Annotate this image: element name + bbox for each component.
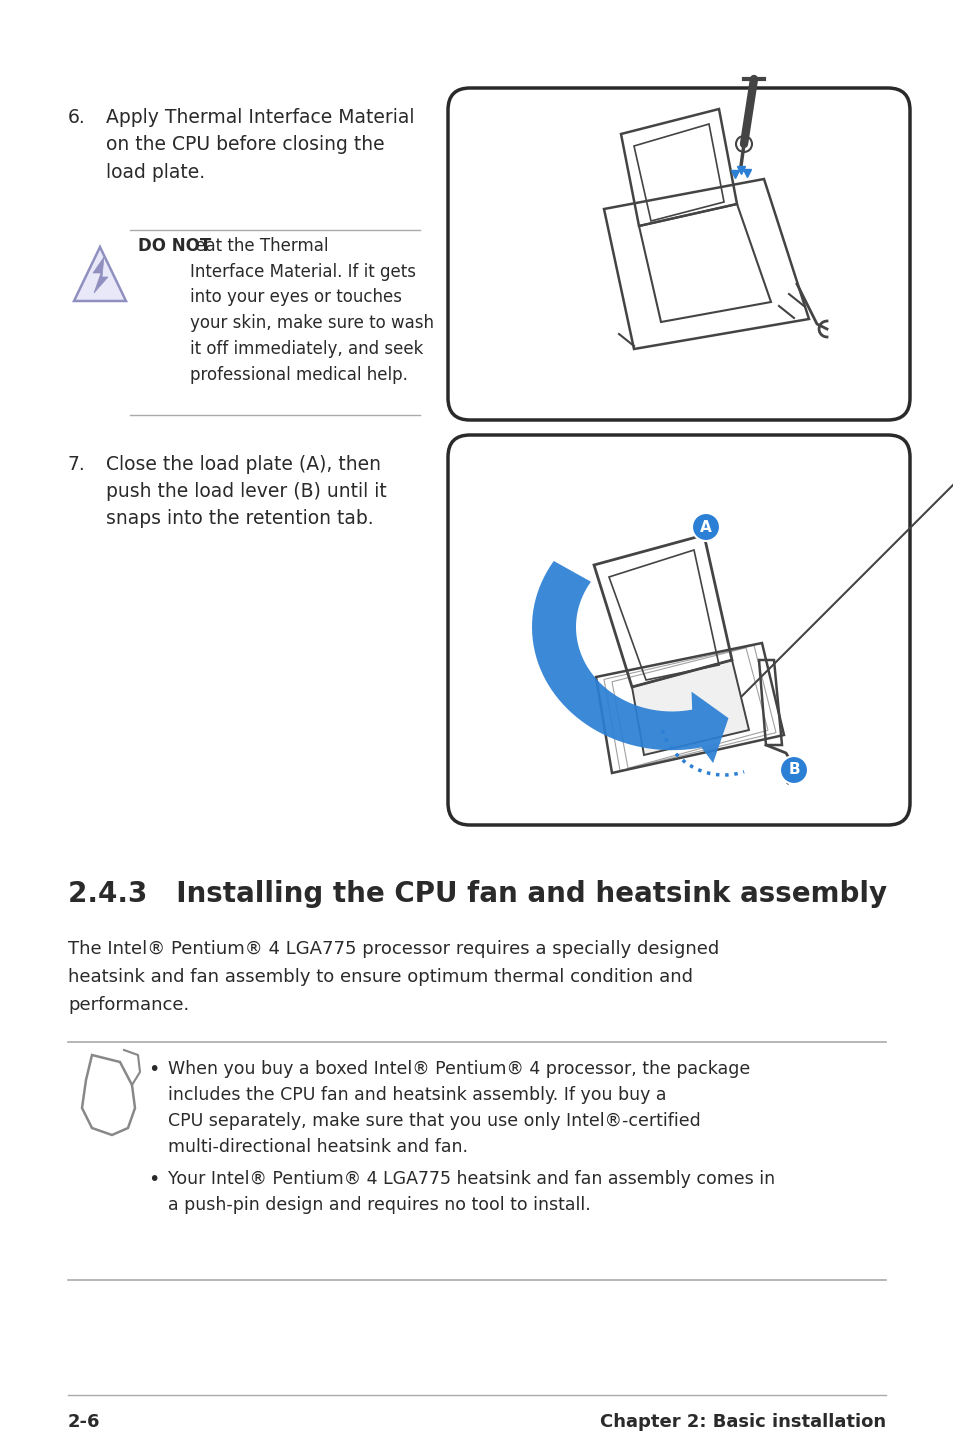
Circle shape <box>691 513 720 541</box>
Text: When you buy a boxed Intel® Pentium® 4 processor, the package: When you buy a boxed Intel® Pentium® 4 p… <box>168 1060 749 1078</box>
Text: Apply Thermal Interface Material
on the CPU before closing the
load plate.: Apply Thermal Interface Material on the … <box>106 108 414 181</box>
Text: CPU separately, make sure that you use only Intel®-certified: CPU separately, make sure that you use o… <box>168 1112 700 1130</box>
Text: multi-directional heatsink and fan.: multi-directional heatsink and fan. <box>168 1137 468 1156</box>
Text: Close the load plate (A), then
push the load lever (B) until it
snaps into the r: Close the load plate (A), then push the … <box>106 454 386 529</box>
Text: performance.: performance. <box>68 997 189 1014</box>
Text: Chapter 2: Basic installation: Chapter 2: Basic installation <box>599 1414 885 1431</box>
Text: 7.: 7. <box>68 454 86 475</box>
Polygon shape <box>631 660 748 755</box>
Text: DO NOT: DO NOT <box>138 237 211 255</box>
Text: 6.: 6. <box>68 108 86 127</box>
Text: 2.4.3   Installing the CPU fan and heatsink assembly: 2.4.3 Installing the CPU fan and heatsin… <box>68 880 886 907</box>
Text: 2-6: 2-6 <box>68 1414 100 1431</box>
Text: includes the CPU fan and heatsink assembly. If you buy a: includes the CPU fan and heatsink assemb… <box>168 1086 666 1104</box>
Circle shape <box>780 756 807 784</box>
FancyBboxPatch shape <box>448 88 909 420</box>
Polygon shape <box>532 561 728 764</box>
Text: •: • <box>148 1060 159 1078</box>
Text: eat the Thermal
Interface Material. If it gets
into your eyes or touches
your sk: eat the Thermal Interface Material. If i… <box>190 237 434 384</box>
Text: Your Intel® Pentium® 4 LGA775 heatsink and fan assembly comes in: Your Intel® Pentium® 4 LGA775 heatsink a… <box>168 1171 774 1188</box>
Text: The Intel® Pentium® 4 LGA775 processor requires a specially designed: The Intel® Pentium® 4 LGA775 processor r… <box>68 940 719 958</box>
Text: A: A <box>700 519 711 535</box>
Polygon shape <box>92 257 108 293</box>
Text: •: • <box>148 1171 159 1189</box>
FancyBboxPatch shape <box>448 436 909 825</box>
Polygon shape <box>74 247 126 301</box>
Text: a push-pin design and requires no tool to install.: a push-pin design and requires no tool t… <box>168 1196 590 1214</box>
Text: heatsink and fan assembly to ensure optimum thermal condition and: heatsink and fan assembly to ensure opti… <box>68 968 692 986</box>
Text: B: B <box>787 762 799 778</box>
